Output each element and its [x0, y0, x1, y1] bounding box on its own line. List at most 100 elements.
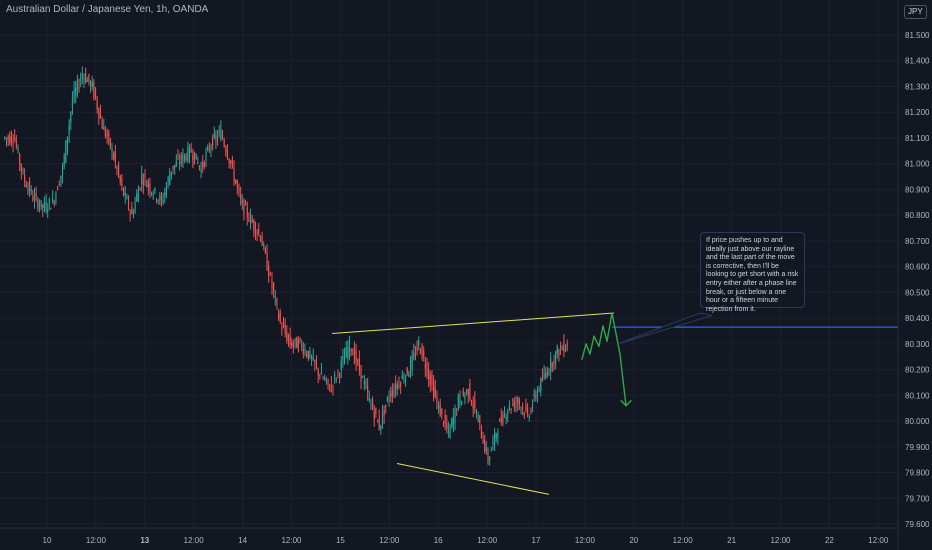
candle-body — [278, 314, 280, 318]
candle — [302, 341, 304, 359]
candle-body — [144, 174, 146, 178]
time-axis-label: 17 — [532, 536, 541, 545]
candle-body — [418, 340, 420, 346]
candle-body — [337, 370, 339, 372]
candle — [558, 348, 560, 362]
candle-body — [73, 89, 75, 100]
candle-body — [485, 447, 487, 451]
candle — [457, 393, 459, 411]
candle-body — [66, 136, 69, 150]
candle-body — [454, 407, 456, 424]
candle — [444, 409, 446, 431]
candle — [42, 203, 44, 218]
candle-body — [451, 418, 453, 426]
candle — [108, 129, 110, 145]
candle — [462, 387, 464, 397]
candle — [541, 368, 544, 382]
candle — [93, 79, 95, 101]
candle — [73, 81, 75, 104]
candle-body — [215, 135, 217, 142]
candle-body — [307, 350, 309, 360]
candle-body — [482, 439, 484, 444]
candle-body — [467, 389, 469, 396]
candle-body — [268, 265, 270, 278]
candle — [428, 362, 430, 388]
candle — [347, 340, 349, 365]
candle — [314, 359, 316, 372]
price-axis-label: 81.200 — [905, 108, 930, 117]
candle-body — [546, 372, 548, 375]
candle-body — [517, 397, 519, 403]
candle — [164, 187, 166, 204]
time-axis-label: 12:00 — [770, 536, 791, 545]
candle — [495, 432, 497, 443]
candle-body — [327, 379, 329, 385]
candle-body — [561, 348, 563, 351]
candle — [121, 174, 123, 192]
candle — [426, 357, 428, 380]
candle-body — [200, 168, 202, 172]
candle — [60, 175, 62, 188]
candle — [124, 185, 126, 204]
candle-body — [35, 193, 37, 196]
candle — [390, 386, 392, 403]
candle-body — [179, 161, 181, 165]
candle — [551, 361, 553, 373]
candle — [25, 180, 27, 188]
candle-body — [193, 151, 196, 164]
candle-body — [457, 395, 459, 409]
candle-body — [350, 349, 352, 352]
candle — [101, 116, 103, 129]
candle-body — [157, 200, 159, 202]
trade-idea-note[interactable]: If price pushes up to and ideally just a… — [700, 232, 805, 313]
candle-body — [416, 346, 418, 351]
candle-body — [437, 404, 440, 408]
candle — [231, 155, 233, 169]
candle — [375, 407, 377, 418]
candle-body — [28, 180, 31, 193]
candle — [299, 337, 301, 344]
candle-body — [47, 209, 49, 212]
candle-body — [434, 387, 436, 397]
time-axis-label: 20 — [629, 536, 638, 545]
candle — [409, 355, 412, 379]
price-axis-label: 81.500 — [905, 31, 930, 40]
candle — [269, 271, 271, 276]
candle — [109, 137, 111, 150]
candle-body — [162, 199, 164, 203]
candle-body — [324, 379, 326, 381]
candle — [188, 144, 191, 164]
candle — [85, 67, 87, 84]
candle-body — [353, 347, 356, 363]
candles — [4, 66, 568, 466]
candle — [180, 152, 182, 167]
candle-body — [225, 147, 227, 153]
candle — [538, 385, 540, 393]
time-axis-label: 12:00 — [379, 536, 400, 545]
candle-body — [541, 377, 544, 381]
candle — [30, 185, 32, 196]
time-axis-label: 12:00 — [281, 536, 302, 545]
candle — [160, 191, 163, 207]
candle-body — [17, 148, 19, 152]
currency-badge[interactable]: JPY — [904, 5, 927, 19]
candle-body — [131, 206, 133, 214]
candle-body — [175, 161, 177, 167]
candle-body — [263, 244, 265, 247]
candle — [416, 340, 418, 356]
candle — [177, 149, 179, 161]
candle-body — [433, 382, 435, 398]
candle-body — [281, 327, 283, 330]
candle-body — [391, 390, 393, 397]
price-axis-label: 80.400 — [905, 314, 930, 323]
candle-body — [503, 414, 506, 416]
candle-body — [248, 219, 250, 222]
candle-body — [188, 146, 191, 157]
candle — [132, 208, 135, 219]
candle — [80, 72, 82, 88]
candle-body — [408, 373, 410, 377]
candle-body — [32, 196, 34, 201]
candle-body — [134, 202, 136, 213]
candle — [159, 191, 161, 206]
